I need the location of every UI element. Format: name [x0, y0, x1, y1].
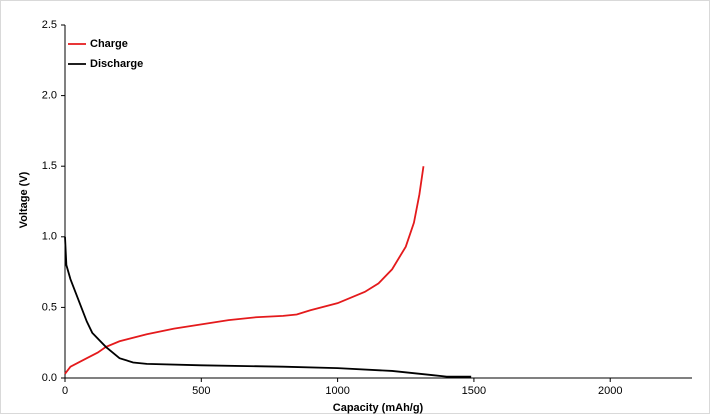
y-tick-label: 2.5 — [42, 19, 57, 31]
data-line — [64, 236, 472, 378]
y-tick-label: 1.0 — [42, 231, 57, 243]
x-tick-label: 0 — [62, 385, 68, 397]
x-tick-label: 500 — [192, 385, 210, 397]
y-tick-label: 2.0 — [42, 90, 57, 102]
y-tick-label: 1.5 — [42, 160, 57, 172]
x-axis-title: Capacity (mAh/g) — [333, 402, 424, 414]
data-line — [64, 166, 425, 375]
legend-label: Charge — [90, 38, 128, 50]
x-tick-label: 1000 — [325, 385, 349, 397]
x-tick-label: 1500 — [462, 385, 486, 397]
y-axis-title: Voltage (V) — [18, 171, 30, 228]
legend-label: Discharge — [90, 58, 143, 70]
y-tick-label: 0.5 — [42, 301, 57, 313]
y-tick-label: 0.0 — [42, 372, 57, 384]
x-tick-label: 2000 — [598, 385, 622, 397]
